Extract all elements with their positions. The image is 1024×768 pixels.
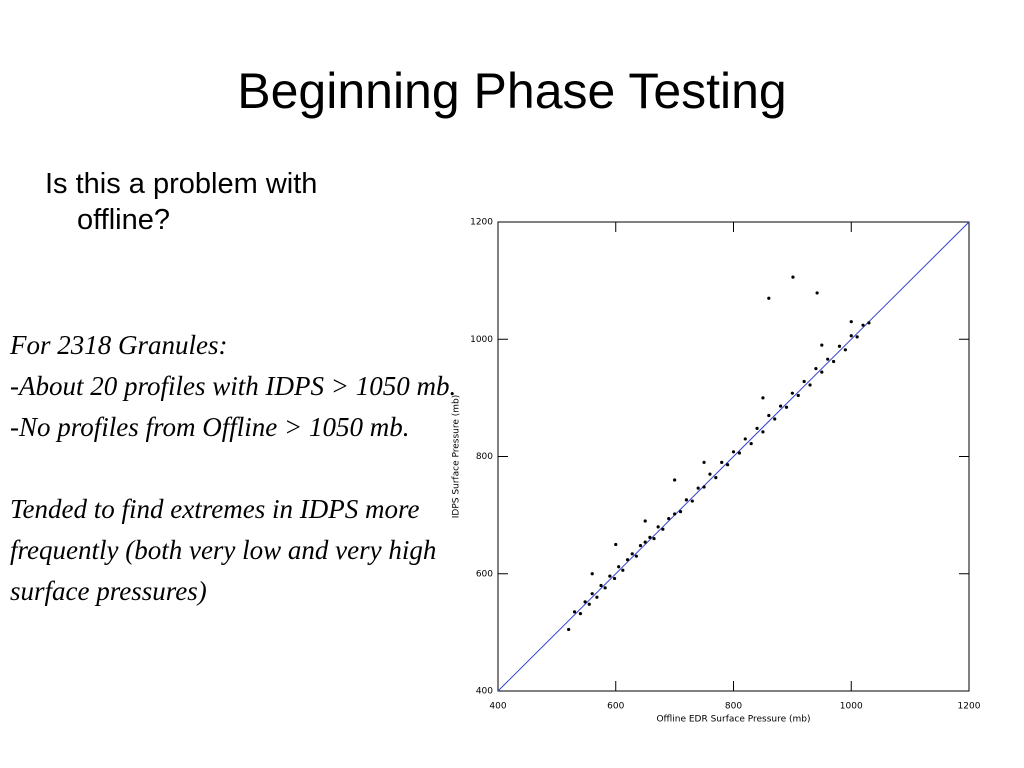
point [790, 391, 794, 395]
point [826, 357, 830, 361]
point [612, 576, 617, 581]
point [667, 517, 671, 521]
point [603, 586, 607, 590]
slide-title: Beginning Phase Testing [237, 63, 787, 119]
point [578, 612, 583, 616]
point [831, 359, 836, 364]
point [737, 451, 741, 455]
point [855, 335, 859, 339]
point [572, 610, 577, 614]
point [678, 510, 683, 514]
y-tick-label: 600 [476, 569, 493, 579]
point [743, 437, 747, 441]
point [720, 460, 724, 464]
point [638, 544, 643, 548]
y-tick-label: 1200 [470, 218, 493, 228]
x-axis-label: Offline EDR Surface Pressure (mb) [656, 715, 810, 725]
point [617, 565, 621, 569]
point [779, 404, 783, 408]
point [726, 463, 730, 467]
point [608, 574, 612, 578]
note: For 2318 Granules: [10, 330, 228, 360]
point [773, 417, 777, 421]
point [784, 405, 789, 409]
point [673, 478, 677, 482]
point [643, 519, 647, 523]
notes: For 2318 Granules: -About 20 profiles wi… [10, 325, 495, 612]
point [621, 568, 625, 572]
point [861, 323, 865, 327]
x-tick-label: 1200 [958, 702, 981, 712]
point [702, 485, 706, 489]
point [796, 393, 800, 398]
y-tick-label: 1000 [470, 335, 493, 345]
point [761, 430, 765, 434]
point [714, 476, 718, 480]
point [849, 334, 853, 338]
point [656, 525, 660, 529]
point [583, 600, 587, 604]
point [755, 426, 759, 430]
point [567, 627, 571, 632]
x-tick-label: 400 [489, 702, 506, 712]
point [708, 472, 712, 476]
bullet: Is this a problem with offline? [45, 168, 318, 236]
point [595, 595, 599, 599]
point [820, 370, 824, 374]
point [643, 540, 647, 544]
point [867, 321, 871, 325]
point [696, 486, 700, 490]
point [815, 291, 819, 295]
point [749, 442, 753, 446]
point [587, 602, 591, 606]
point [767, 296, 771, 300]
point [630, 552, 634, 556]
y-tick-label: 800 [476, 452, 493, 462]
point [761, 396, 765, 400]
point [820, 343, 824, 347]
note: -About 20 profiles with IDPS > 1050 mb. [10, 371, 457, 401]
x-tick-label: 1000 [840, 702, 863, 712]
point [652, 536, 656, 541]
point [690, 499, 694, 503]
point [599, 583, 603, 588]
point [791, 275, 795, 279]
y-tick-label: 400 [476, 687, 493, 697]
point [802, 379, 806, 384]
point [702, 460, 706, 464]
point [590, 572, 594, 576]
point [814, 366, 818, 371]
point [849, 320, 853, 324]
note: Tended to find extremes in IDPS more fre… [10, 494, 437, 606]
point [614, 542, 618, 547]
point [673, 512, 677, 516]
point [843, 348, 847, 352]
point [767, 413, 771, 418]
x-tick-label: 800 [725, 702, 742, 712]
point [808, 383, 812, 387]
reference-line [497, 221, 970, 692]
point [684, 498, 689, 502]
point [648, 535, 652, 540]
point [837, 344, 842, 348]
point [625, 558, 630, 562]
point [590, 592, 594, 596]
note: -No profiles from Offline > 1050 mb. [10, 412, 410, 442]
point [634, 554, 638, 558]
point [731, 450, 736, 454]
y-axis-label: IDPS Surface Pressure (mb) [452, 395, 462, 519]
x-tick-label: 600 [607, 702, 624, 712]
point [661, 527, 665, 531]
